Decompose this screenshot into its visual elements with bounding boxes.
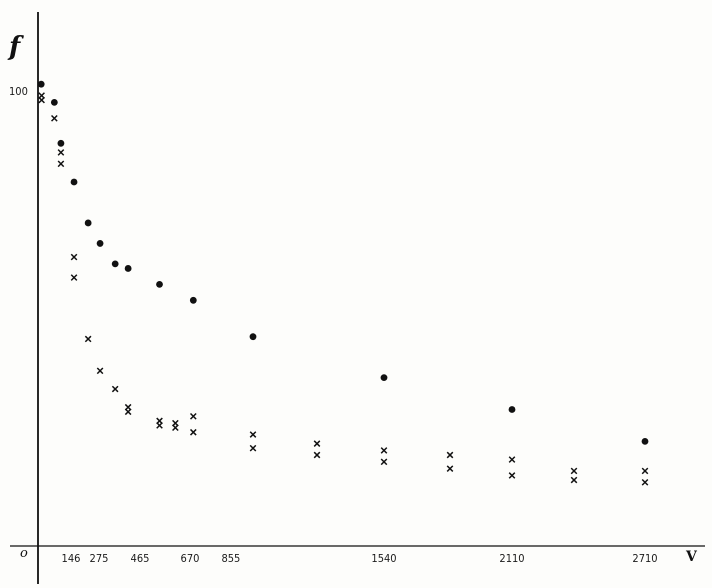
- data-point-cross: [249, 444, 257, 452]
- data-point-cross: [508, 472, 516, 479]
- data-point-dot: [156, 280, 163, 288]
- x-tick-label: 275: [90, 552, 109, 565]
- data-point-dot: [84, 219, 92, 227]
- data-point-cross: [70, 253, 78, 261]
- data-point-cross: [57, 160, 65, 168]
- data-point-dot: [50, 98, 58, 106]
- data-point-dot: [641, 437, 649, 445]
- data-point-cross: [156, 422, 163, 429]
- y-tick-label: 100: [9, 85, 28, 98]
- data-point-cross: [84, 335, 92, 343]
- x-tick-label: 2110: [499, 552, 524, 565]
- data-point-cross: [380, 447, 388, 454]
- data-point-cross: [111, 385, 119, 393]
- y-axis-title: f: [7, 32, 24, 62]
- data-point-dot: [380, 374, 388, 382]
- axes: [10, 12, 705, 584]
- x-tick-label: 1540: [371, 552, 396, 565]
- data-point-dot: [508, 406, 516, 413]
- x-axis-title: V: [685, 549, 698, 565]
- data-point-cross: [70, 274, 78, 281]
- data-point-cross: [641, 478, 649, 486]
- data-point-dot: [57, 139, 65, 147]
- data-point-dot: [189, 296, 197, 304]
- data-point-cross: [508, 456, 516, 463]
- data-point-dot: [249, 333, 257, 341]
- data-point-dot: [70, 178, 78, 186]
- tick-labels: 146 275 465 670 855 1540 2110 2710 100: [9, 85, 658, 565]
- data-point-cross: [189, 428, 197, 436]
- data-point-cross: [446, 451, 454, 459]
- data-point-cross: [172, 424, 179, 432]
- x-tick-label: 465: [131, 552, 150, 565]
- x-tick-label: 670: [181, 552, 200, 565]
- data-point-cross: [313, 451, 321, 459]
- data-point-cross: [57, 149, 65, 156]
- x-tick-label: 146: [62, 552, 81, 565]
- data-marks: [37, 80, 649, 486]
- data-point-cross: [570, 476, 578, 484]
- data-point-dot: [37, 80, 45, 88]
- data-point-cross: [446, 465, 454, 472]
- data-point-cross: [189, 412, 197, 420]
- x-tick-label: 2710: [632, 552, 657, 565]
- data-point-dot: [96, 240, 104, 247]
- x-tick-label: 855: [221, 552, 240, 565]
- origin-label: o: [20, 546, 28, 561]
- data-point-cross: [249, 431, 257, 438]
- data-point-dot: [111, 260, 119, 268]
- data-point-dot: [124, 265, 132, 272]
- data-point-cross: [570, 467, 578, 475]
- data-point-cross: [38, 96, 45, 104]
- data-point-cross: [313, 440, 321, 447]
- data-point-cross: [51, 114, 58, 122]
- data-point-cross: [96, 367, 104, 375]
- data-point-cross: [380, 458, 388, 466]
- data-point-cross: [641, 467, 649, 475]
- data-point-cross: [124, 408, 132, 416]
